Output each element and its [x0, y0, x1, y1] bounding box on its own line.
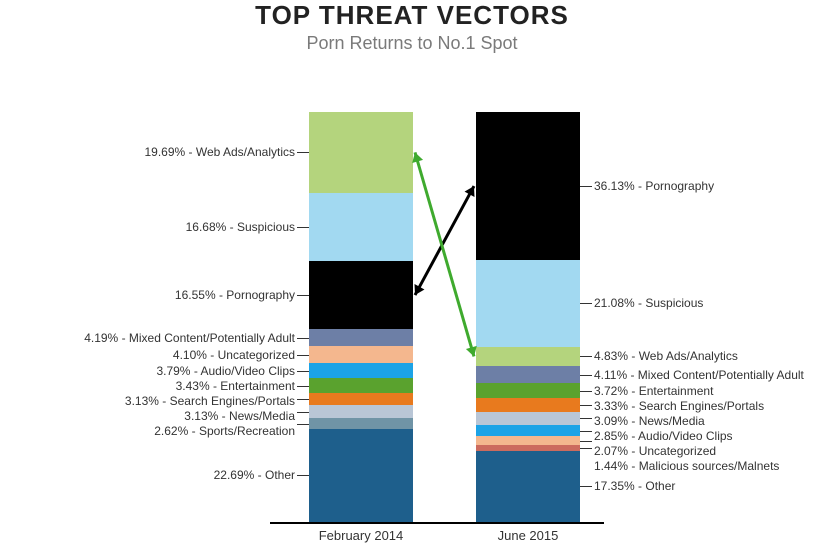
segment-feb2014-9 [309, 418, 413, 429]
segment-jun2015-4 [476, 383, 580, 398]
segment-label: 16.55% - Pornography [175, 288, 295, 302]
arrow [415, 186, 475, 295]
chart-subtitle: Porn Returns to No.1 Spot [0, 33, 824, 54]
label-tick [297, 412, 309, 413]
label-tick [580, 431, 592, 432]
segment-feb2014-2 [309, 261, 413, 329]
segment-label: 3.13% - Search Engines/Portals [125, 394, 295, 408]
segment-jun2015-2 [476, 347, 580, 367]
label-tick [297, 295, 309, 296]
segment-label: 2.07% - Uncategorized [594, 444, 716, 458]
label-tick [297, 371, 309, 372]
label-tick [580, 391, 592, 392]
label-tick [297, 227, 309, 228]
segment-jun2015-5 [476, 398, 580, 412]
label-tick [297, 475, 309, 476]
segment-feb2014-1 [309, 193, 413, 261]
x-axis-line [270, 522, 604, 524]
label-tick [297, 152, 309, 153]
segment-label: 3.09% - News/Media [594, 414, 705, 428]
segment-label: 21.08% - Suspicious [594, 296, 703, 310]
segment-label: 4.83% - Web Ads/Analytics [594, 349, 738, 363]
label-tick [297, 338, 309, 339]
label-tick [580, 375, 592, 376]
arrow [412, 152, 477, 356]
segment-label: 16.68% - Suspicious [186, 220, 295, 234]
label-tick [297, 424, 309, 425]
segment-label: 3.43% - Entertainment [176, 379, 295, 393]
label-tick [297, 399, 309, 400]
segment-feb2014-4 [309, 346, 413, 363]
segment-label: 3.13% - News/Media [184, 409, 295, 423]
x-axis-label: June 2015 [476, 528, 580, 543]
segment-jun2015-6 [476, 412, 580, 425]
segment-label: 4.11% - Mixed Content/Potentially Adult [594, 368, 804, 382]
label-tick [580, 356, 592, 357]
label-tick [580, 486, 592, 487]
segment-feb2014-0 [309, 112, 413, 193]
segment-jun2015-7 [476, 425, 580, 437]
segment-label: 2.62% - Sports/Recreation [154, 424, 295, 438]
label-tick [580, 441, 592, 442]
bar-feb2014 [309, 112, 413, 522]
segment-label: 22.69% - Other [214, 468, 295, 482]
label-tick [580, 448, 592, 449]
segment-label: 19.69% - Web Ads/Analytics [144, 145, 295, 159]
segment-feb2014-7 [309, 393, 413, 406]
segment-jun2015-1 [476, 260, 580, 346]
segment-label: 17.35% - Other [594, 479, 675, 493]
segment-label: 3.79% - Audio/Video Clips [156, 364, 295, 378]
segment-jun2015-10 [476, 451, 580, 522]
label-tick [297, 355, 309, 356]
segment-feb2014-10 [309, 429, 413, 522]
bar-jun2015 [476, 112, 580, 522]
label-tick [580, 405, 592, 406]
segment-label: 4.10% - Uncategorized [173, 348, 295, 362]
segment-label: 4.19% - Mixed Content/Potentially Adult [84, 331, 295, 345]
chart-area: 19.69% - Web Ads/Analytics 16.68% - Suspi… [0, 54, 824, 534]
segment-jun2015-3 [476, 366, 580, 383]
segment-jun2015-8 [476, 436, 580, 444]
x-axis-label: February 2014 [309, 528, 413, 543]
segment-feb2014-8 [309, 405, 413, 418]
segment-label: 3.33% - Search Engines/Portals [594, 399, 764, 413]
segment-label: 3.72% - Entertainment [594, 384, 713, 398]
label-tick [580, 186, 592, 187]
segment-feb2014-6 [309, 378, 413, 392]
segment-jun2015-0 [476, 112, 580, 260]
segment-label: 2.85% - Audio/Video Clips [594, 429, 733, 443]
label-tick [297, 386, 309, 387]
segment-label: 36.13% - Pornography [594, 179, 714, 193]
chart-title: TOP THREAT VECTORS [0, 0, 824, 31]
segment-label: 1.44% - Malicious sources/Malnets [594, 459, 779, 473]
label-tick [580, 418, 592, 419]
segment-feb2014-5 [309, 363, 413, 379]
label-tick [580, 303, 592, 304]
segment-feb2014-3 [309, 329, 413, 346]
